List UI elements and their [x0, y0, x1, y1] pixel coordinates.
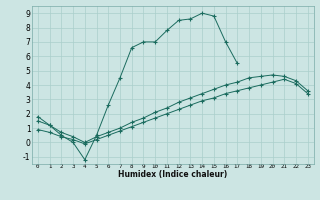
X-axis label: Humidex (Indice chaleur): Humidex (Indice chaleur) [118, 170, 228, 179]
